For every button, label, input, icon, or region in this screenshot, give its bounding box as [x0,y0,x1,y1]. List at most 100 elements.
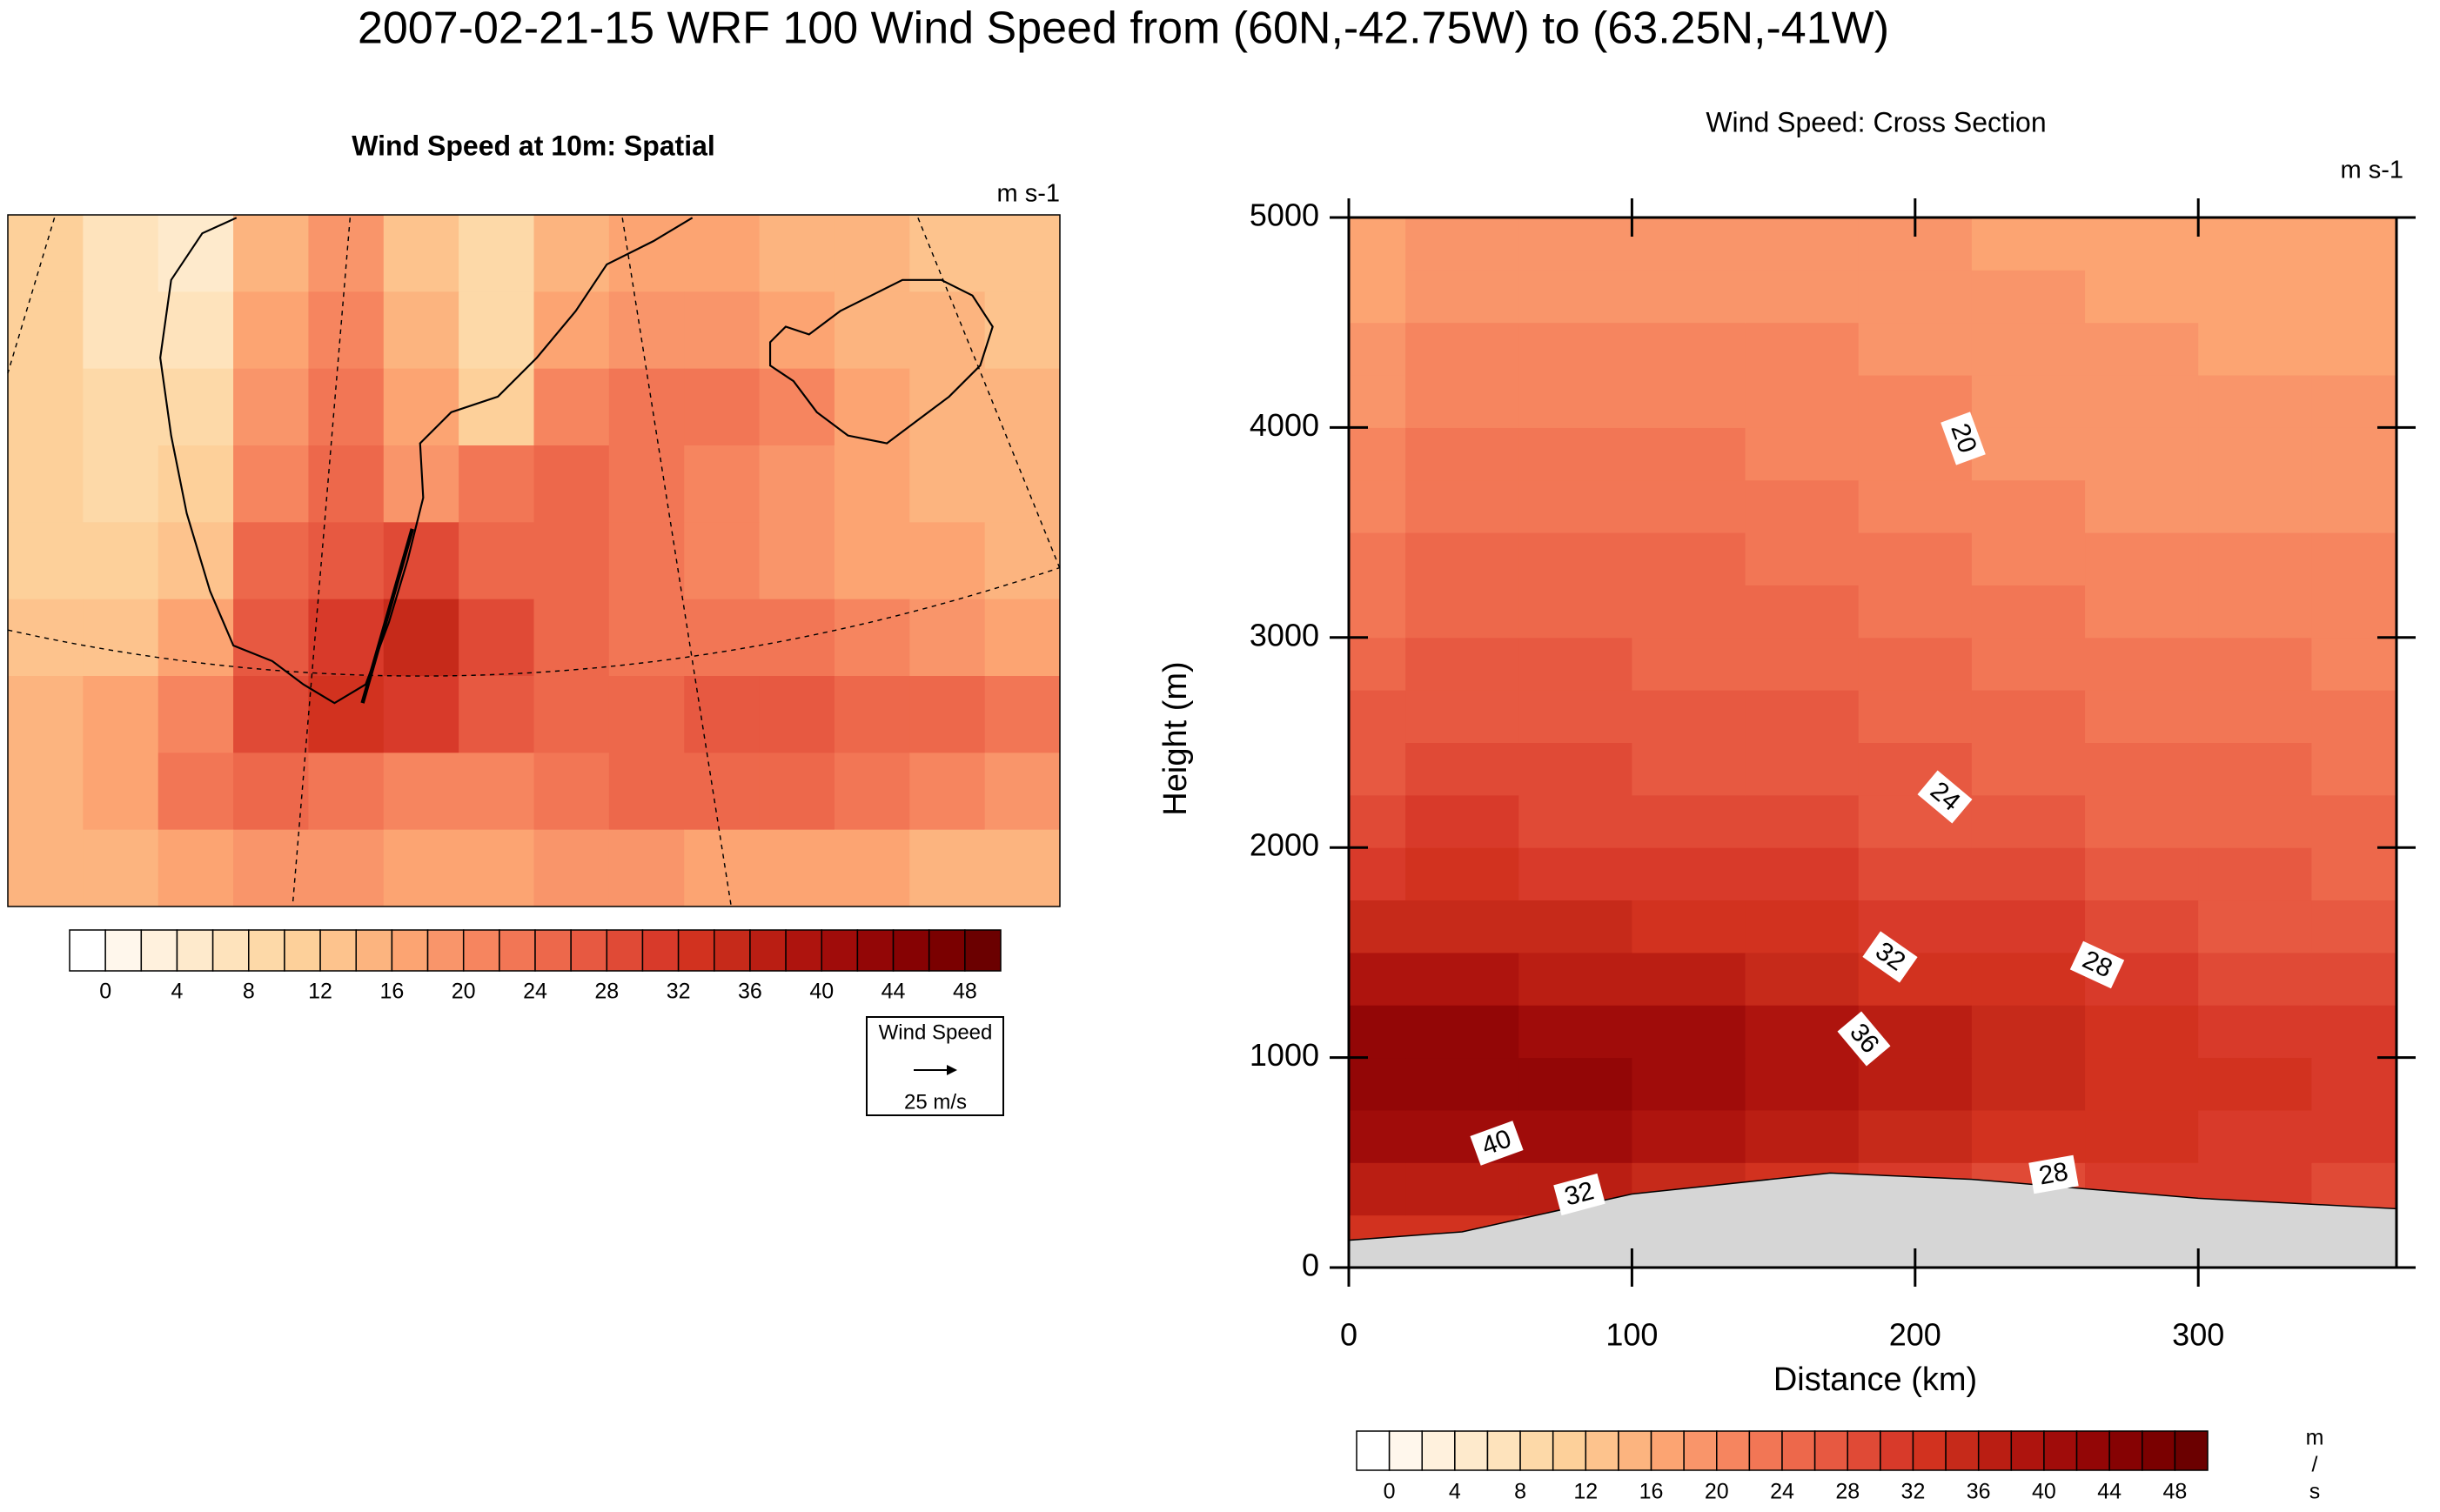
map-cell [383,599,459,677]
map-cell [834,368,910,446]
colorbar-label: 0 [99,980,111,1004]
graticule [7,217,1061,907]
colorbar-box [69,929,106,972]
map-cell [8,368,84,446]
map-cell [608,445,685,523]
section-cell [1745,585,1860,639]
map-field [8,215,1060,907]
colorbar-box [499,929,536,972]
section-cell [2311,270,2397,324]
map-cell [834,599,910,677]
map-frame [7,214,1061,907]
colorbar-label: 40 [2032,1480,2056,1504]
section-cell [2085,1057,2199,1111]
x-axis-label: Distance (km) [1773,1361,1977,1398]
section-cell [1349,1109,1406,1163]
colorbar-label: 20 [1705,1480,1729,1504]
section-cell [1632,794,1746,848]
map-cell [533,368,610,446]
section-cell [1518,322,1632,376]
map-cell [984,522,1060,600]
section-cell [1632,690,1746,743]
section-cell [1745,1109,1860,1163]
map-cell [158,445,234,523]
section-cell [1632,637,1746,691]
section-cell [1745,217,1860,271]
section-cell [2198,217,2312,271]
section-cell [1745,427,1860,481]
map-cell [533,215,610,292]
contour-label: 32 [1553,1173,1605,1216]
colorbar-box [928,929,966,972]
section-cell [1405,427,1519,481]
section-cell [1518,742,1632,796]
section-cell [2085,690,2199,743]
section-cell [1405,585,1519,639]
section-cell [2198,742,2312,796]
section-cell [1971,532,2086,585]
colorbar-box [606,929,644,972]
map-cell [308,829,385,907]
colorbar-label: 8 [243,980,255,1004]
colorbar-label: 48 [2162,1480,2187,1504]
map-cell [83,291,159,370]
section-cell [2198,375,2312,428]
section-cell [2311,794,2397,848]
section-cell [2085,742,2199,796]
map-cell [608,599,685,677]
colorbar-label: 44 [2097,1480,2122,1504]
section-cell [2198,479,2312,533]
section-cell [1971,1057,2086,1111]
section-cell [1745,270,1860,324]
map-cell [684,215,761,292]
colorbar-label: 44 [881,980,906,1004]
colorbar-box [892,929,930,972]
colorbar-box [2043,1430,2078,1471]
colorbar-box [248,929,285,972]
section-cell [1518,794,1632,848]
colorbar-label: 4 [171,980,184,1004]
map-cell [984,676,1060,753]
colorbar-box [749,929,787,972]
colorbar-box [1781,1430,1816,1471]
section-cell [2311,847,2397,901]
section-cell [1349,217,1406,271]
map-cell [308,445,385,523]
map-cell [308,215,385,292]
section-cell [1858,637,1973,691]
section-cell [1858,270,1973,324]
section-cell [1518,952,1632,1006]
units-label: s [2309,1480,2321,1504]
section-cell [1632,375,1746,428]
colorbar-box [1716,1430,1751,1471]
section-cell [1971,794,2086,848]
map-cell [8,291,84,370]
section-cell [2085,794,2199,848]
colorbar-label: 40 [809,980,834,1004]
map-cell [909,522,986,600]
map-cell [984,368,1060,446]
section-cell [2311,532,2397,585]
section-cell [1349,690,1406,743]
map-cell [158,599,234,677]
map-cell [158,215,234,292]
section-cell [2085,585,2199,639]
map-cell [83,829,159,907]
map-cell [308,368,385,446]
colorbar-label: 24 [1770,1480,1794,1504]
section-cell [1858,1109,1973,1163]
map-cell [233,445,309,523]
map-cell [308,599,385,677]
section-cell [1745,900,1860,953]
section-cell [1745,479,1860,533]
section-cell [1971,270,2086,324]
section-cell [2311,1109,2397,1163]
section-cell [1858,585,1973,639]
colorbar-box [2174,1430,2209,1471]
map-cell [684,445,761,523]
colorbar-box [1388,1430,1423,1471]
map-cell [984,291,1060,370]
map-cell [759,753,835,831]
colorbar-box [534,929,572,972]
map-cell [8,829,84,907]
